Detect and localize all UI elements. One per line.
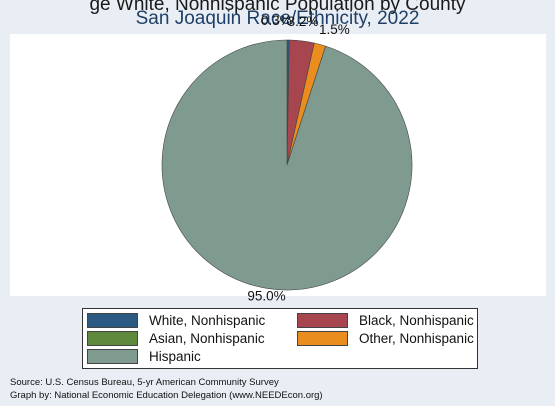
- legend-swatch-other: [297, 331, 348, 346]
- chart-title: San Joaquin Race/Ethnicity, 2022: [135, 8, 420, 29]
- legend-swatch-asian: [87, 331, 138, 346]
- cropped-header-text: ge White, Nonhispanic Population by Coun…: [89, 0, 466, 15]
- pie-chart: 0.3%3.2%1.5% 95.0%: [161, 13, 413, 303]
- legend-item-asian: Asian, Nonhispanic: [87, 331, 265, 346]
- legend-label-white: White, Nonhispanic: [149, 313, 266, 328]
- legend-swatch-black: [297, 313, 348, 328]
- legend-label-other: Other, Nonhispanic: [359, 331, 474, 346]
- pie-slice-hispanic: [161, 39, 413, 291]
- legend-item-hispanic: Hispanic: [87, 349, 201, 364]
- slice-label-white: 0.3%: [261, 13, 292, 28]
- legend-item-other: Other, Nonhispanic: [297, 331, 474, 346]
- legend-label-black: Black, Nonhispanic: [359, 313, 474, 328]
- legend-swatch-hispanic: [87, 349, 138, 364]
- credit-note: Graph by: National Economic Education De…: [10, 390, 323, 401]
- source-note: Source: U.S. Census Bureau, 5-yr America…: [10, 377, 279, 388]
- legend: White, Nonhispanic Black, Nonhispanic As…: [82, 308, 478, 369]
- slice-label-hispanic: 95.0%: [247, 288, 285, 303]
- legend-item-black: Black, Nonhispanic: [297, 313, 474, 328]
- legend-label-hispanic: Hispanic: [149, 349, 201, 364]
- slice-label-other: 1.5%: [319, 22, 350, 37]
- legend-item-white: White, Nonhispanic: [87, 313, 265, 328]
- slice-label-black: 3.2%: [288, 14, 319, 29]
- plot-area: 0.3% 3.2% 1.5% 95.0%: [10, 13, 546, 303]
- legend-label-asian: Asian, Nonhispanic: [149, 331, 265, 346]
- legend-swatch-white: [87, 313, 138, 328]
